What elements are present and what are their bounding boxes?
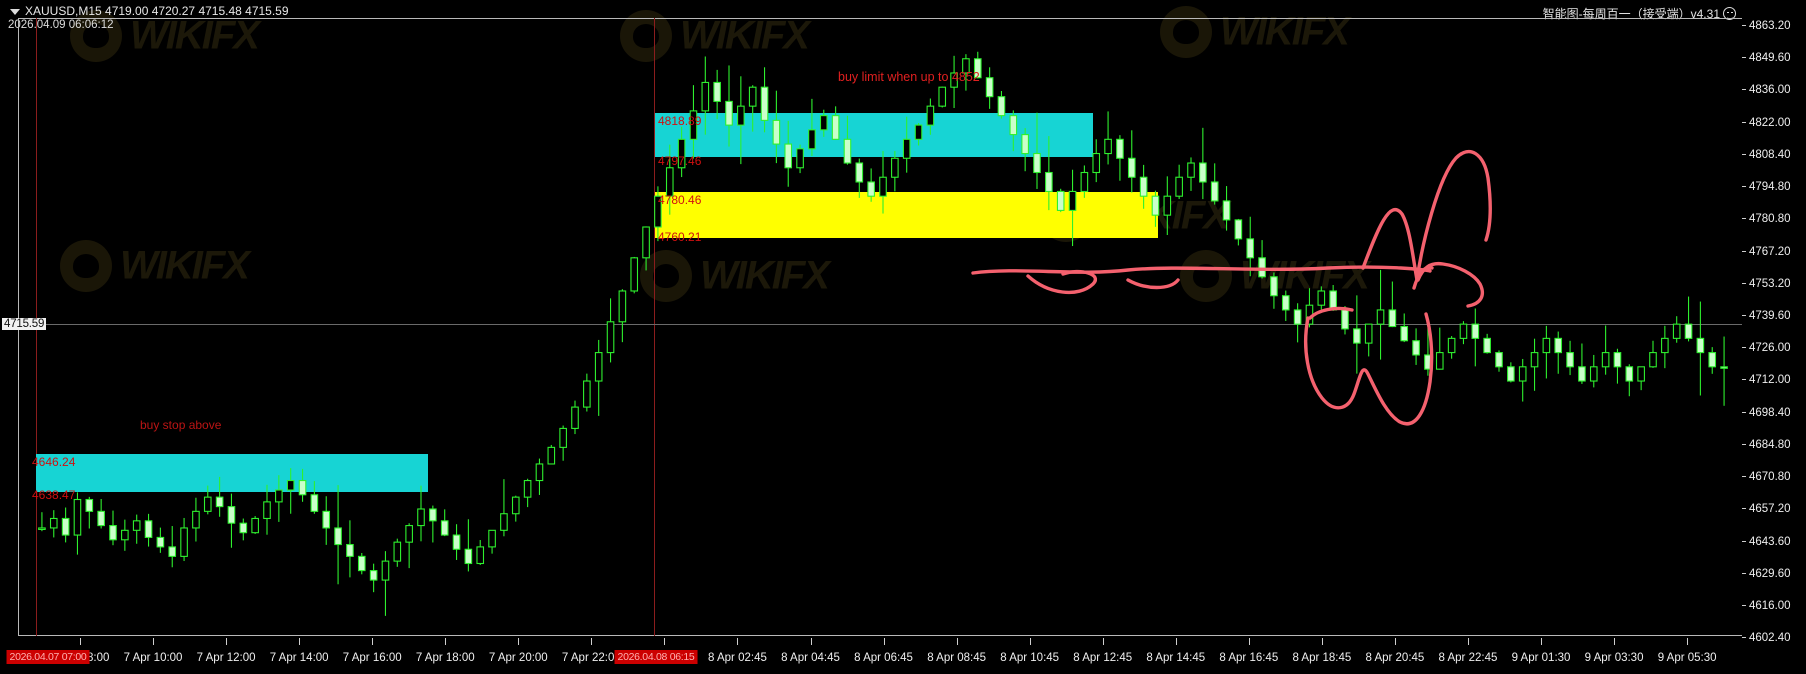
time-tick-mark: [226, 638, 228, 645]
time-tick-mark: [883, 638, 885, 645]
time-tick: 8 Apr 14:45: [1146, 652, 1206, 664]
price-tick: 4753.20: [1742, 278, 1791, 290]
time-tick: 8 Apr 12:45: [1073, 652, 1133, 664]
time-tick-mark: [1175, 638, 1177, 645]
time-tick-mark: [1614, 638, 1616, 645]
time-tick: 8 Apr 16:45: [1219, 652, 1279, 664]
time-tick: 7 Apr 18:00: [415, 652, 475, 664]
time-tick-mark: [445, 638, 447, 645]
time-tick-mark: [153, 638, 155, 645]
time-tick-mark: [737, 638, 739, 645]
time-tick-mark: [80, 638, 81, 645]
time-tick-mark: [372, 638, 374, 645]
time-tick-mark: [1321, 638, 1323, 645]
buy-stop-note: buy stop above: [140, 418, 222, 432]
period-separator-line: [654, 18, 655, 636]
time-tick: 7 Apr 10:00: [123, 652, 183, 664]
axis-bottom-border: [18, 635, 1742, 636]
price-tick: 4822.00: [1742, 117, 1791, 129]
chart-datetime: 2026.04.09 06:06:12: [8, 19, 114, 31]
time-tick-mark: [1394, 638, 1396, 645]
axis-top-border: [18, 18, 1742, 19]
symbol-header: XAUUSD,M15 4719.00 4720.27 4715.48 4715.…: [10, 4, 289, 18]
candlestick-series: [38, 51, 1728, 616]
time-axis[interactable]: 7 Apr 08:007 Apr 10:007 Apr 12:007 Apr 1…: [6, 636, 1742, 674]
time-tick: 7 Apr 20:00: [488, 652, 548, 664]
time-tick: 8 Apr 02:45: [708, 652, 767, 664]
time-tick: 9 Apr 03:30: [1584, 652, 1644, 664]
price-tick: 4712.00: [1742, 374, 1791, 386]
time-tick: 9 Apr 01:30: [1511, 652, 1571, 664]
zone-label-top: 4780.46: [658, 193, 702, 207]
time-tick: 7 Apr 16:00: [342, 652, 402, 664]
price-tick: 4849.60: [1742, 52, 1791, 64]
time-tick-mark: [664, 638, 666, 645]
price-tick: 4780.80: [1742, 213, 1791, 225]
symbol-quote-text: XAUUSD,M15 4719.00 4720.27 4715.48 4715.…: [25, 4, 289, 18]
price-tick: 4629.60: [1742, 568, 1791, 580]
time-tick-mark: [518, 638, 520, 645]
time-tick: 8 Apr 22:45: [1438, 652, 1498, 664]
time-tick: 8 Apr 08:45: [927, 652, 987, 664]
price-tick: 4657.20: [1742, 503, 1791, 515]
demand-zone-yellow: [655, 192, 1158, 238]
time-tick-mark: [299, 638, 301, 645]
price-tick: 4698.40: [1742, 407, 1791, 419]
time-tick-mark: [1248, 638, 1250, 645]
price-tick: 4684.80: [1742, 439, 1791, 451]
demand-zone-cyan-lower: [36, 454, 428, 492]
zone-label-bottom: 4760.21: [658, 230, 702, 244]
time-tick-mark: [591, 638, 593, 645]
zone-label-top: 4646.24: [32, 455, 76, 469]
time-tick: 8 Apr 06:45: [854, 652, 913, 664]
current-price-label: 4715.59: [2, 318, 47, 330]
caret-down-icon[interactable]: [10, 8, 20, 15]
price-tick: 4643.60: [1742, 536, 1791, 548]
chart-plot-area[interactable]: 4818.89 4797.46 4780.46 4760.21 4646.24 …: [18, 18, 1742, 636]
time-tick: 7 Apr 14:00: [269, 652, 329, 664]
zone-label-bottom: 4638.47: [32, 488, 76, 502]
time-tick-mark: [1029, 638, 1031, 645]
price-tick: 4767.20: [1742, 246, 1791, 258]
supply-zone-cyan-upper: [655, 113, 1093, 157]
price-tick: 4794.80: [1742, 181, 1791, 193]
time-tick-mark: [810, 638, 812, 645]
time-tick-mark: [1687, 638, 1689, 645]
time-tick-mark: [1467, 638, 1469, 645]
time-tick: 8 Apr 04:45: [781, 652, 840, 664]
time-tick: 8 Apr 10:45: [1000, 652, 1060, 664]
time-tick: 8 Apr 20:45: [1365, 652, 1425, 664]
price-axis[interactable]: 4863.20 4849.60 4836.00 4822.00 4808.40 4794.…: [1742, 18, 1806, 644]
time-highlight-label: 2026.04.07 07:00: [6, 650, 90, 664]
current-price-line: [18, 324, 1742, 325]
time-tick-mark: [1102, 638, 1104, 645]
price-tick: 4616.00: [1742, 600, 1791, 612]
zone-label-bottom: 4797.46: [658, 154, 702, 168]
price-tick: 4670.80: [1742, 471, 1791, 483]
price-tick: 4726.00: [1742, 342, 1791, 354]
price-tick: 4863.20: [1742, 20, 1791, 32]
buy-limit-note: buy limit when up to 4852: [838, 70, 980, 84]
time-tick: 9 Apr 05:30: [1657, 652, 1717, 664]
price-tick: 4739.60: [1742, 310, 1791, 322]
time-tick: 7 Apr 22:00: [561, 652, 621, 664]
price-tick: 4836.00: [1742, 84, 1791, 96]
time-tick-mark: [956, 638, 958, 645]
price-tick: 4602.40: [1742, 632, 1791, 644]
time-highlight-label: 2026.04.08 06:15: [614, 650, 698, 664]
zone-label-top: 4818.89: [658, 114, 702, 128]
time-tick: 7 Apr 12:00: [196, 652, 256, 664]
price-tick: 4808.40: [1742, 149, 1791, 161]
time-tick-mark: [1541, 638, 1543, 645]
time-tick: 8 Apr 18:45: [1292, 652, 1352, 664]
